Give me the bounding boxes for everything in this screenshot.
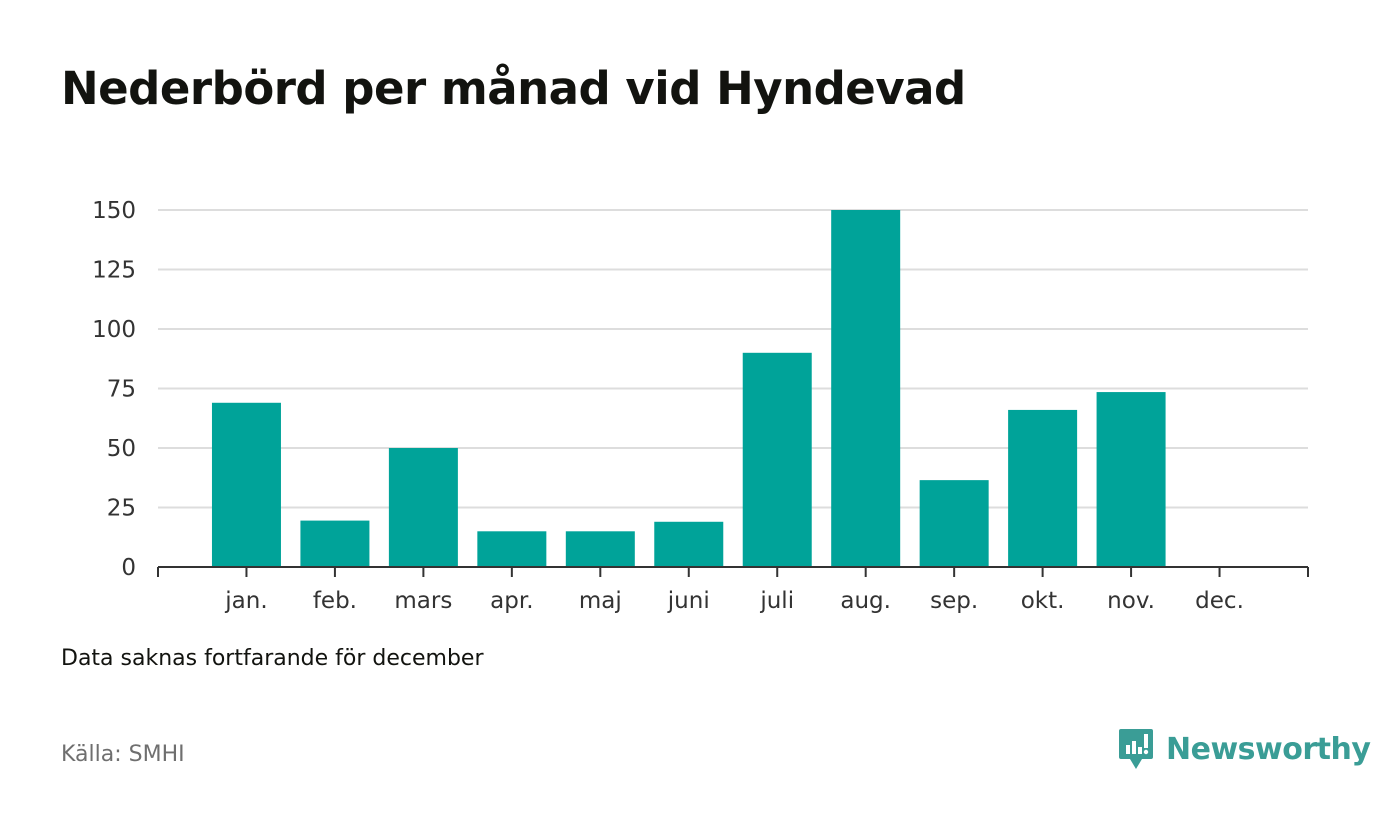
brand-logo: Newsworthy	[1118, 727, 1371, 771]
bar-chart: 0 25 50 75 100 125 150 jan. feb. mars apr. maj juni…	[92, 198, 1309, 614]
bar-juli	[742, 352, 812, 567]
x-axis	[157, 566, 1309, 577]
y-tick-label: 150	[92, 198, 136, 224]
footnote: Data saknas fortfarande för december	[61, 646, 484, 671]
x-tick-label: juni	[667, 588, 710, 614]
x-tick-label: mars	[394, 588, 452, 614]
x-tick-label: dec.	[1195, 588, 1244, 614]
bar-jan	[211, 402, 281, 567]
bar-nov	[1096, 392, 1166, 567]
chart-title: Nederbörd per månad vid Hyndevad	[61, 62, 966, 115]
bar-aug	[831, 210, 901, 567]
bar-juni	[654, 521, 724, 567]
bar-okt	[1008, 409, 1078, 567]
bar-mars	[388, 448, 458, 567]
source-label: Källa: SMHI	[61, 742, 185, 767]
bar-feb	[300, 520, 370, 567]
x-tick-label: juli	[759, 588, 794, 614]
y-tick-label: 125	[92, 258, 136, 284]
gridlines	[158, 209, 1308, 509]
y-tick-label: 25	[107, 496, 136, 522]
y-tick-label: 50	[107, 436, 136, 462]
x-axis-labels: jan. feb. mars apr. maj juni juli aug. sep. okt. n…	[224, 588, 1244, 614]
x-tick-label: feb.	[313, 588, 357, 614]
x-tick-label: sep.	[930, 588, 978, 614]
bar-apr	[477, 531, 547, 567]
bar-maj	[565, 531, 635, 567]
y-tick-label: 75	[107, 377, 136, 403]
y-tick-label: 0	[121, 555, 136, 581]
bars	[211, 210, 1166, 567]
x-tick-label: jan.	[224, 588, 267, 614]
x-tick-label: apr.	[490, 588, 533, 614]
y-axis-labels: 0 25 50 75 100 125 150	[92, 198, 136, 581]
newsworthy-logo-icon	[1119, 729, 1153, 769]
x-tick-label: aug.	[840, 588, 891, 614]
y-tick-label: 100	[92, 317, 136, 343]
x-tick-label: maj	[579, 588, 622, 614]
brand-name: Newsworthy	[1166, 731, 1371, 767]
bar-sep	[919, 480, 989, 567]
x-tick-label: okt.	[1021, 588, 1065, 614]
x-tick-label: nov.	[1107, 588, 1155, 614]
